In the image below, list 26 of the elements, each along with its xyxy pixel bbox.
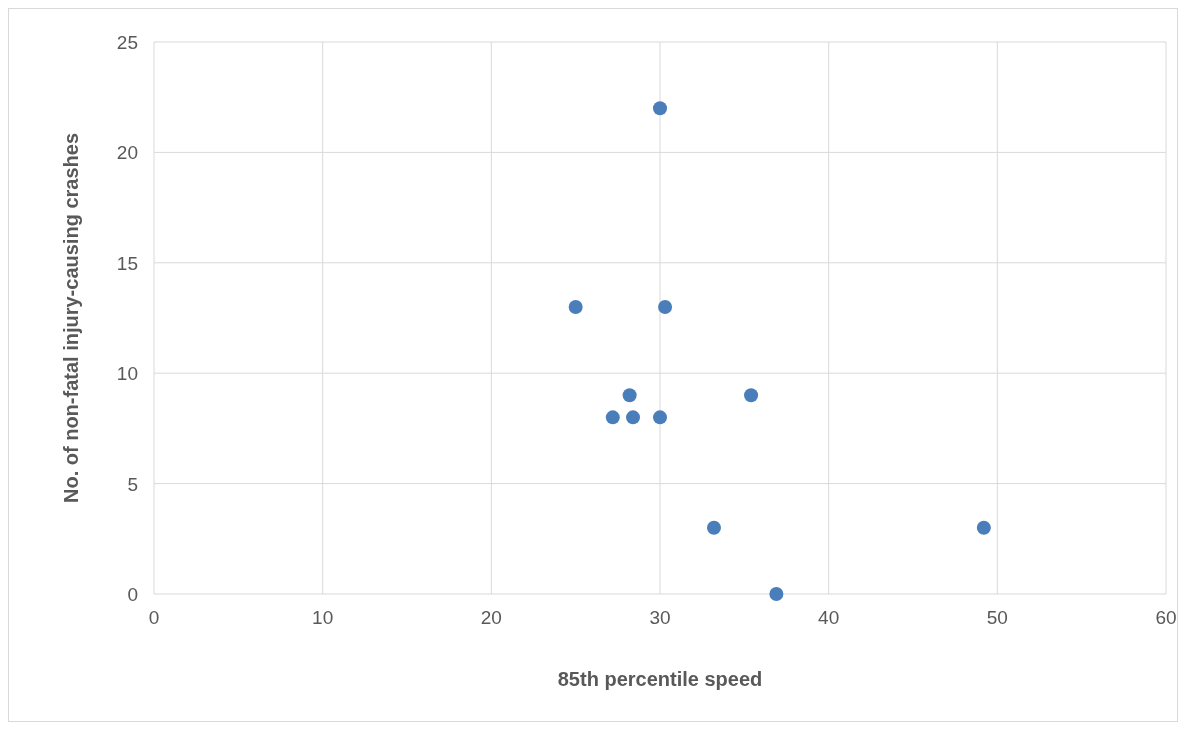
point <box>653 101 667 116</box>
x-tick-label: 0 <box>148 607 160 628</box>
point <box>622 388 637 403</box>
x-tick-label: 20 <box>480 607 502 628</box>
point <box>706 520 721 535</box>
y-tick-label: 20 <box>116 142 138 164</box>
point <box>976 520 991 535</box>
y-tick-label: 15 <box>116 252 138 274</box>
x-tick-label: 40 <box>818 607 840 628</box>
y-tick-label: 25 <box>116 32 138 53</box>
point <box>769 587 784 601</box>
point <box>568 299 583 314</box>
x-tick-label: 10 <box>312 607 334 628</box>
x-axis-title: 85th percentile speed <box>557 668 763 690</box>
point <box>605 410 620 425</box>
y-tick-label: 10 <box>116 363 138 385</box>
y-tick-label: 5 <box>127 473 138 495</box>
x-tick-label: 50 <box>986 607 1008 628</box>
x-tick-label: 30 <box>649 607 671 628</box>
x-tick-label: 60 <box>1155 607 1177 628</box>
point <box>653 410 667 425</box>
y-axis-title: No. of non-fatal injury-causing crashes <box>60 132 82 504</box>
point <box>744 388 759 403</box>
point <box>626 410 641 425</box>
point <box>658 299 673 314</box>
y-tick-label: 0 <box>127 584 138 605</box>
